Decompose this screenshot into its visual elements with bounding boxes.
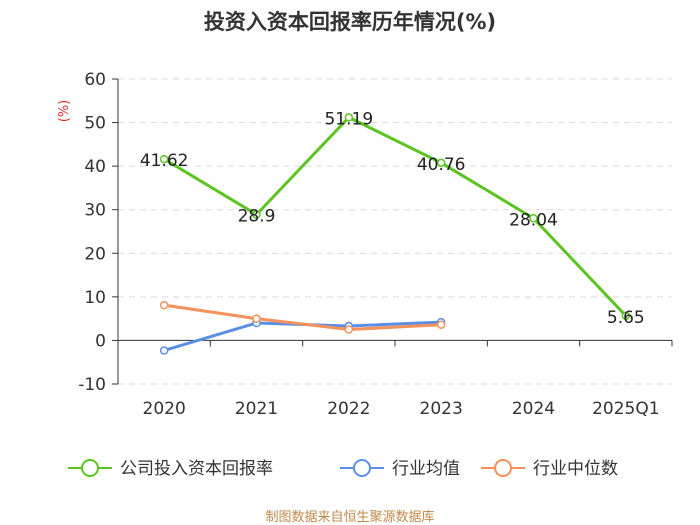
y-tick-label: 40 <box>84 157 106 177</box>
data-point <box>159 346 169 355</box>
legend-label: 行业均值 <box>392 459 460 479</box>
legend-label: 行业中位数 <box>533 459 618 479</box>
data-point <box>436 158 446 168</box>
x-tick-label: 2025Q1 <box>592 399 659 419</box>
y-tick-label: 60 <box>84 70 106 90</box>
chart-title: 投资入资本回报率历年情况(%) <box>203 10 497 34</box>
data-point <box>159 300 169 310</box>
data-point <box>436 320 446 329</box>
data-point <box>621 311 631 321</box>
x-tick-label: 2020 <box>143 399 186 419</box>
y-tick-label: 20 <box>84 244 106 264</box>
data-label: 5.65 <box>607 308 645 328</box>
data-point <box>344 325 354 334</box>
data-point <box>252 210 261 219</box>
x-tick-label: 2021 <box>235 399 278 419</box>
legend-marker <box>81 459 99 477</box>
data-label: 28.9 <box>238 207 276 227</box>
y-tick-label: 50 <box>84 114 106 134</box>
data-label: 51.19 <box>324 109 373 129</box>
y-tick-label: 0 <box>95 331 106 351</box>
data-point <box>252 314 261 323</box>
x-tick-label: 2023 <box>420 399 463 419</box>
legend-label: 公司投入资本回报率 <box>120 459 273 479</box>
data-label: 28.04 <box>509 210 558 230</box>
y-axis-label: (%) <box>57 100 72 123</box>
series-line-0 <box>163 115 627 317</box>
y-tick-label: 30 <box>84 201 106 221</box>
data-point <box>529 214 538 223</box>
source-footer: 制图数据来自恒生聚源数据库 <box>265 510 435 525</box>
y-tick-label: -10 <box>78 375 106 395</box>
data-label: 40.76 <box>417 155 466 175</box>
data-point <box>159 154 169 164</box>
y-tick-label: 10 <box>84 288 106 308</box>
data-point <box>344 113 354 122</box>
data-label: 41.62 <box>140 151 189 171</box>
legend-marker <box>353 459 371 477</box>
legend-marker <box>494 459 512 477</box>
series-line-2 <box>163 303 442 332</box>
x-tick-label: 2024 <box>512 399 555 419</box>
x-tick-label: 2022 <box>327 399 370 419</box>
